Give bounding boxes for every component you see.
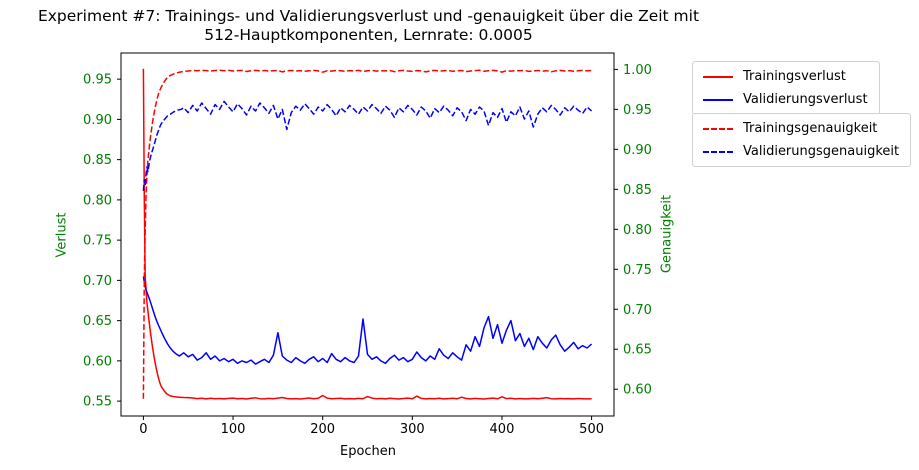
x-tick-label: 100 (221, 422, 246, 437)
y-left-tick-label: 0.65 (83, 314, 112, 329)
legend-accuracy: Trainingsgenauigkeit Validierungsgenauig… (692, 113, 912, 167)
y-left-tick-label: 0.75 (83, 234, 112, 249)
y-left-tick-label: 0.60 (83, 354, 112, 369)
plot-border (120, 52, 615, 417)
x-tick-label: 500 (579, 422, 604, 437)
x-axis-label: Epochen (339, 444, 397, 459)
legend-item-trainingsverlust: Trainingsverlust (703, 69, 868, 84)
y-right-tick-label: 0.95 (623, 103, 652, 118)
series-line-trainingsverlust (142, 68, 592, 400)
legend-label: Trainingsgenauigkeit (743, 121, 878, 136)
series-line-trainingsgenauigkeit (142, 69, 592, 399)
validierungsgenauigkeit-line-sample (703, 150, 733, 153)
y-left-tick-label: 0.55 (83, 395, 112, 410)
trainingsgenauigkeit-line-sample (703, 127, 733, 130)
series-line-validierungsverlust (142, 276, 593, 365)
legend-label: Validierungsgenauigkeit (743, 144, 900, 159)
series-line-validierungsgenauigkeit (142, 100, 593, 191)
y-right-tick-label: 0.85 (623, 183, 652, 198)
x-tick-label: 200 (310, 422, 335, 437)
x-tick-label: 400 (490, 422, 515, 437)
y-left-tick-label: 0.85 (83, 153, 112, 168)
y-right-tick-label: 0.75 (623, 263, 652, 278)
legend-label: Validierungsverlust (743, 92, 868, 107)
y-right-tick-label: 0.65 (623, 343, 652, 358)
y-left-tick-label: 0.70 (83, 274, 112, 289)
chart-title-line2: 512-Hauptkomponenten, Lernrate: 0.0005 (204, 26, 533, 44)
validierungsverlust-line-sample (703, 98, 733, 101)
legend-label: Trainingsverlust (743, 69, 846, 84)
y-left-tick-label: 0.90 (83, 113, 112, 128)
legend-item-validierungsverlust: Validierungsverlust (703, 92, 868, 107)
y-right-tick-label: 0.80 (623, 223, 652, 238)
trainingsverlust-line-sample (703, 75, 733, 78)
y-axis-label-left: Verlust (54, 212, 70, 258)
y-left-tick-label: 0.80 (83, 193, 112, 208)
chart-title: Experiment #7: Trainings- und Validierun… (0, 7, 737, 45)
legend-item-validierungsgenauigkeit: Validierungsgenauigkeit (703, 144, 899, 159)
legend-item-trainingsgenauigkeit: Trainingsgenauigkeit (703, 121, 899, 136)
y-right-tick-label: 0.60 (623, 383, 652, 398)
x-tick-label: 0 (139, 422, 147, 437)
y-axis-label-right: Genauigkeit (659, 194, 675, 274)
x-tick-label: 300 (400, 422, 425, 437)
legend-loss: Trainingsverlust Validierungsverlust (692, 61, 880, 115)
y-right-tick-label: 1.00 (623, 63, 652, 78)
y-right-tick-label: 0.70 (623, 303, 652, 318)
y-right-tick-label: 0.90 (623, 143, 652, 158)
chart-title-line1: Experiment #7: Trainings- und Validierun… (37, 7, 700, 25)
y-left-tick-label: 0.95 (83, 73, 112, 88)
